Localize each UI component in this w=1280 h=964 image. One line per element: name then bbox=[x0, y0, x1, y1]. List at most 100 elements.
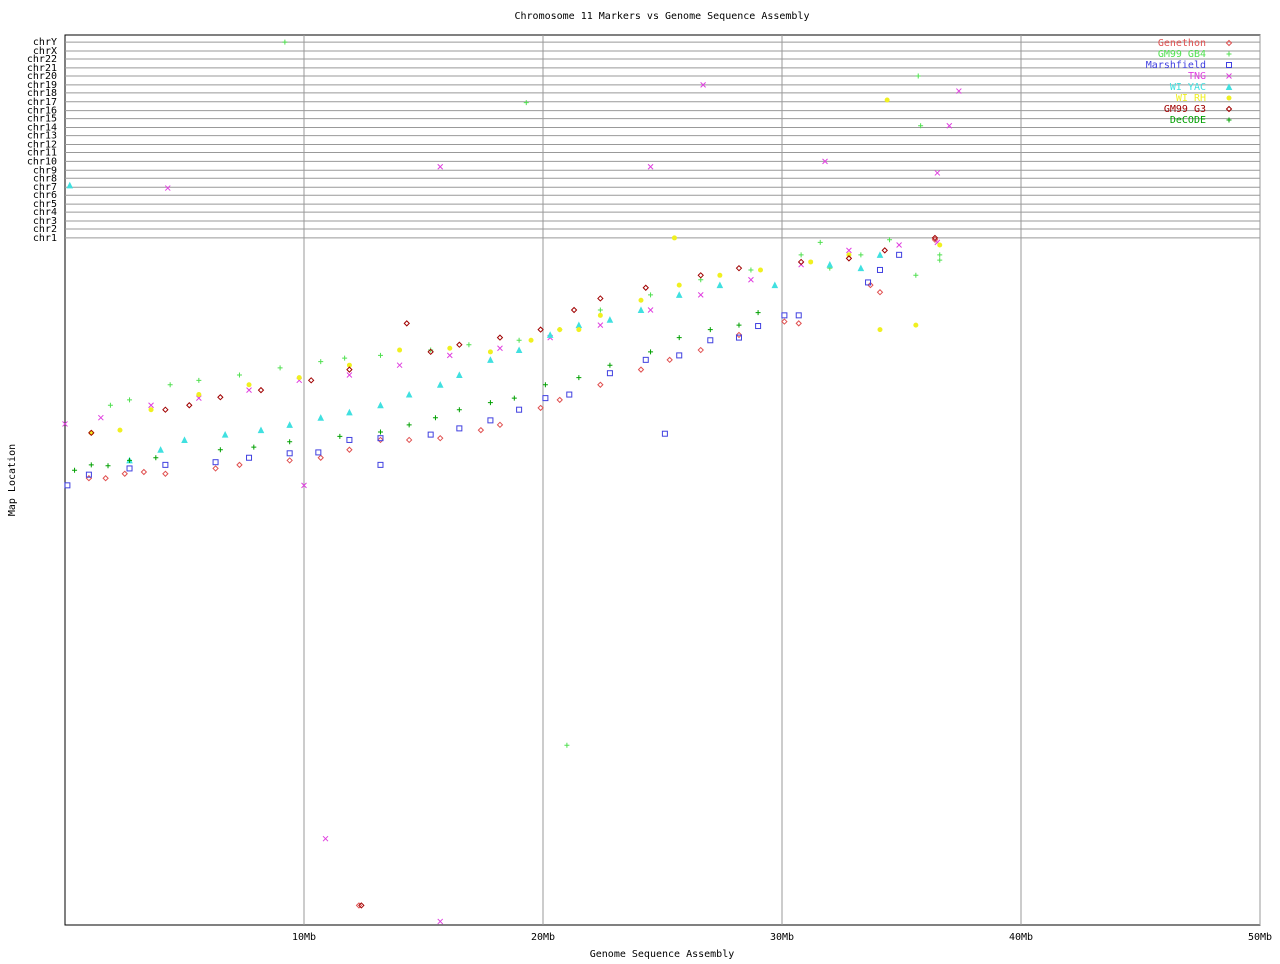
data-point bbox=[523, 100, 529, 106]
data-point bbox=[566, 391, 573, 398]
data-point bbox=[884, 97, 890, 103]
data-point bbox=[537, 404, 544, 412]
data-point bbox=[937, 257, 943, 263]
legend-marker bbox=[1225, 83, 1233, 90]
data-point bbox=[781, 318, 788, 325]
data-point bbox=[546, 331, 554, 338]
y-tick-label: chr19 bbox=[27, 80, 57, 91]
data-point bbox=[66, 181, 74, 189]
data-point bbox=[661, 430, 668, 437]
data-point bbox=[867, 281, 874, 289]
data-point bbox=[257, 386, 265, 394]
y-tick-label: chr2 bbox=[33, 224, 57, 235]
y-tick-label: chr3 bbox=[33, 216, 57, 227]
legend-marker bbox=[1226, 73, 1232, 79]
y-tick-label: chr16 bbox=[27, 106, 57, 117]
data-point bbox=[858, 252, 864, 258]
data-point bbox=[405, 436, 413, 444]
data-point bbox=[196, 377, 202, 383]
data-point bbox=[153, 455, 159, 461]
data-point bbox=[317, 414, 325, 421]
data-point bbox=[221, 430, 229, 438]
legend-marker bbox=[1225, 105, 1233, 113]
legend-marker bbox=[1226, 117, 1232, 123]
data-point bbox=[817, 239, 823, 245]
data-point bbox=[97, 414, 104, 421]
data-point bbox=[377, 436, 384, 444]
data-point bbox=[516, 406, 523, 413]
data-point bbox=[377, 435, 384, 442]
data-point bbox=[277, 365, 283, 371]
data-point bbox=[377, 352, 383, 358]
data-point bbox=[236, 461, 243, 469]
data-point bbox=[857, 264, 865, 272]
legend-label: GM99 GB4 bbox=[1158, 49, 1206, 60]
data-point bbox=[671, 235, 677, 241]
data-point bbox=[406, 422, 412, 428]
data-point bbox=[148, 407, 154, 413]
data-point bbox=[181, 436, 188, 443]
x-tick-label: 20Mb bbox=[531, 932, 555, 943]
data-point bbox=[896, 251, 903, 258]
legend-marker bbox=[1226, 95, 1232, 101]
data-point bbox=[666, 356, 673, 364]
data-point bbox=[877, 327, 883, 333]
data-point bbox=[748, 276, 754, 283]
y-tick-label: chr13 bbox=[27, 131, 57, 142]
data-point bbox=[396, 362, 403, 369]
data-point bbox=[647, 307, 654, 313]
data-point bbox=[315, 449, 322, 456]
y-tick-label: chr9 bbox=[33, 165, 57, 176]
data-point bbox=[487, 417, 494, 424]
legend-label: DeCODE bbox=[1170, 115, 1206, 126]
data-point bbox=[931, 234, 939, 242]
data-point bbox=[795, 320, 802, 327]
data-point bbox=[427, 348, 434, 356]
x-tick-label: 10Mb bbox=[292, 932, 316, 943]
data-point bbox=[676, 282, 682, 288]
data-point bbox=[675, 291, 683, 298]
data-point bbox=[946, 122, 953, 129]
data-point bbox=[456, 407, 462, 413]
data-point bbox=[647, 163, 654, 170]
data-point bbox=[597, 322, 604, 328]
data-point bbox=[167, 382, 173, 388]
data-point bbox=[127, 457, 133, 463]
y-tick-label: chr5 bbox=[33, 199, 57, 210]
data-point bbox=[597, 312, 603, 318]
data-point bbox=[212, 459, 219, 466]
legend-label: WI RH bbox=[1176, 93, 1206, 104]
data-point bbox=[236, 372, 242, 378]
data-point bbox=[597, 295, 604, 302]
data-point bbox=[497, 345, 503, 352]
data-point bbox=[557, 327, 563, 333]
data-point bbox=[887, 237, 893, 243]
data-point bbox=[446, 352, 453, 359]
data-point bbox=[716, 281, 724, 289]
data-point bbox=[487, 356, 494, 363]
data-point bbox=[195, 395, 202, 401]
data-point bbox=[246, 382, 252, 388]
data-point bbox=[757, 267, 763, 273]
y-tick-label: chr8 bbox=[33, 173, 57, 184]
y-tick-label: chr14 bbox=[27, 123, 57, 134]
data-point bbox=[808, 259, 814, 265]
data-point bbox=[318, 359, 324, 365]
data-point bbox=[62, 421, 68, 427]
data-point bbox=[246, 387, 252, 393]
y-tick-label: chr11 bbox=[27, 147, 57, 158]
data-point bbox=[597, 307, 603, 313]
data-point bbox=[556, 396, 563, 404]
data-point bbox=[606, 316, 614, 323]
data-point bbox=[162, 461, 169, 468]
data-point bbox=[717, 272, 723, 278]
data-point bbox=[937, 252, 943, 258]
data-point bbox=[257, 426, 265, 434]
data-point bbox=[246, 454, 253, 461]
data-point bbox=[937, 242, 943, 248]
data-point bbox=[735, 331, 743, 339]
y-tick-label: chr10 bbox=[27, 156, 57, 167]
data-point bbox=[117, 427, 123, 433]
legend-label: Genethon bbox=[1158, 38, 1206, 49]
data-point bbox=[427, 431, 434, 438]
